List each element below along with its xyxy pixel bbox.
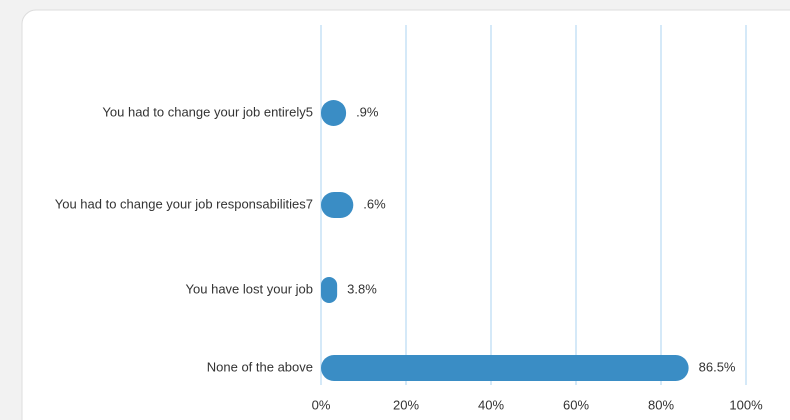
x-tick-label: 40% — [478, 397, 504, 412]
value-label: .9% — [356, 104, 379, 119]
x-tick-label: 100% — [729, 397, 763, 412]
value-label: 3.8% — [347, 281, 377, 296]
y-tick-label: You had to change your job responsabilit… — [55, 196, 313, 211]
bar — [321, 355, 689, 381]
bar — [321, 100, 347, 126]
bar — [321, 192, 354, 218]
value-label: 86.5% — [699, 359, 736, 374]
x-tick-label: 60% — [563, 397, 589, 412]
x-tick-label: 0% — [312, 397, 331, 412]
y-tick-label: You have lost your job — [186, 281, 313, 296]
x-tick-label: 20% — [393, 397, 419, 412]
y-tick-label: You had to change your job entirely5 — [102, 104, 313, 119]
bar — [321, 277, 338, 303]
x-tick-label: 80% — [648, 397, 674, 412]
value-label: .6% — [363, 196, 386, 211]
y-tick-label: None of the above — [207, 359, 313, 374]
